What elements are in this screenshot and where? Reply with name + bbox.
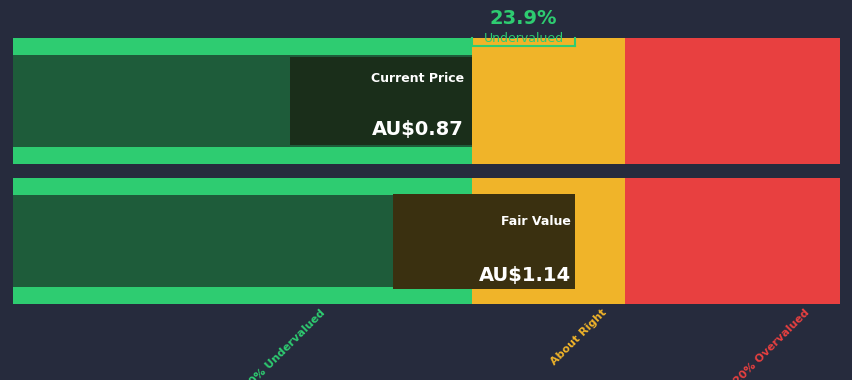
Text: Fair Value: Fair Value	[501, 215, 571, 228]
Bar	[13, 38, 471, 55]
Bar	[471, 38, 625, 164]
Bar	[13, 287, 471, 304]
Text: 20% Undervalued: 20% Undervalued	[242, 308, 327, 380]
Bar	[13, 195, 575, 287]
Text: About Right: About Right	[548, 308, 607, 367]
Bar	[471, 177, 625, 304]
Text: Current Price: Current Price	[370, 72, 463, 85]
Bar	[393, 194, 575, 289]
Bar	[290, 57, 471, 146]
Bar	[625, 38, 839, 164]
Text: 23.9%: 23.9%	[489, 10, 557, 28]
Text: AU$1.14: AU$1.14	[479, 266, 571, 285]
Text: 20% Overvalued: 20% Overvalued	[732, 308, 811, 380]
Text: AU$0.87: AU$0.87	[371, 120, 463, 139]
Bar	[625, 177, 839, 304]
Bar	[13, 147, 471, 164]
Bar	[13, 55, 471, 147]
Text: Undervalued: Undervalued	[483, 32, 563, 45]
Bar	[13, 177, 471, 195]
